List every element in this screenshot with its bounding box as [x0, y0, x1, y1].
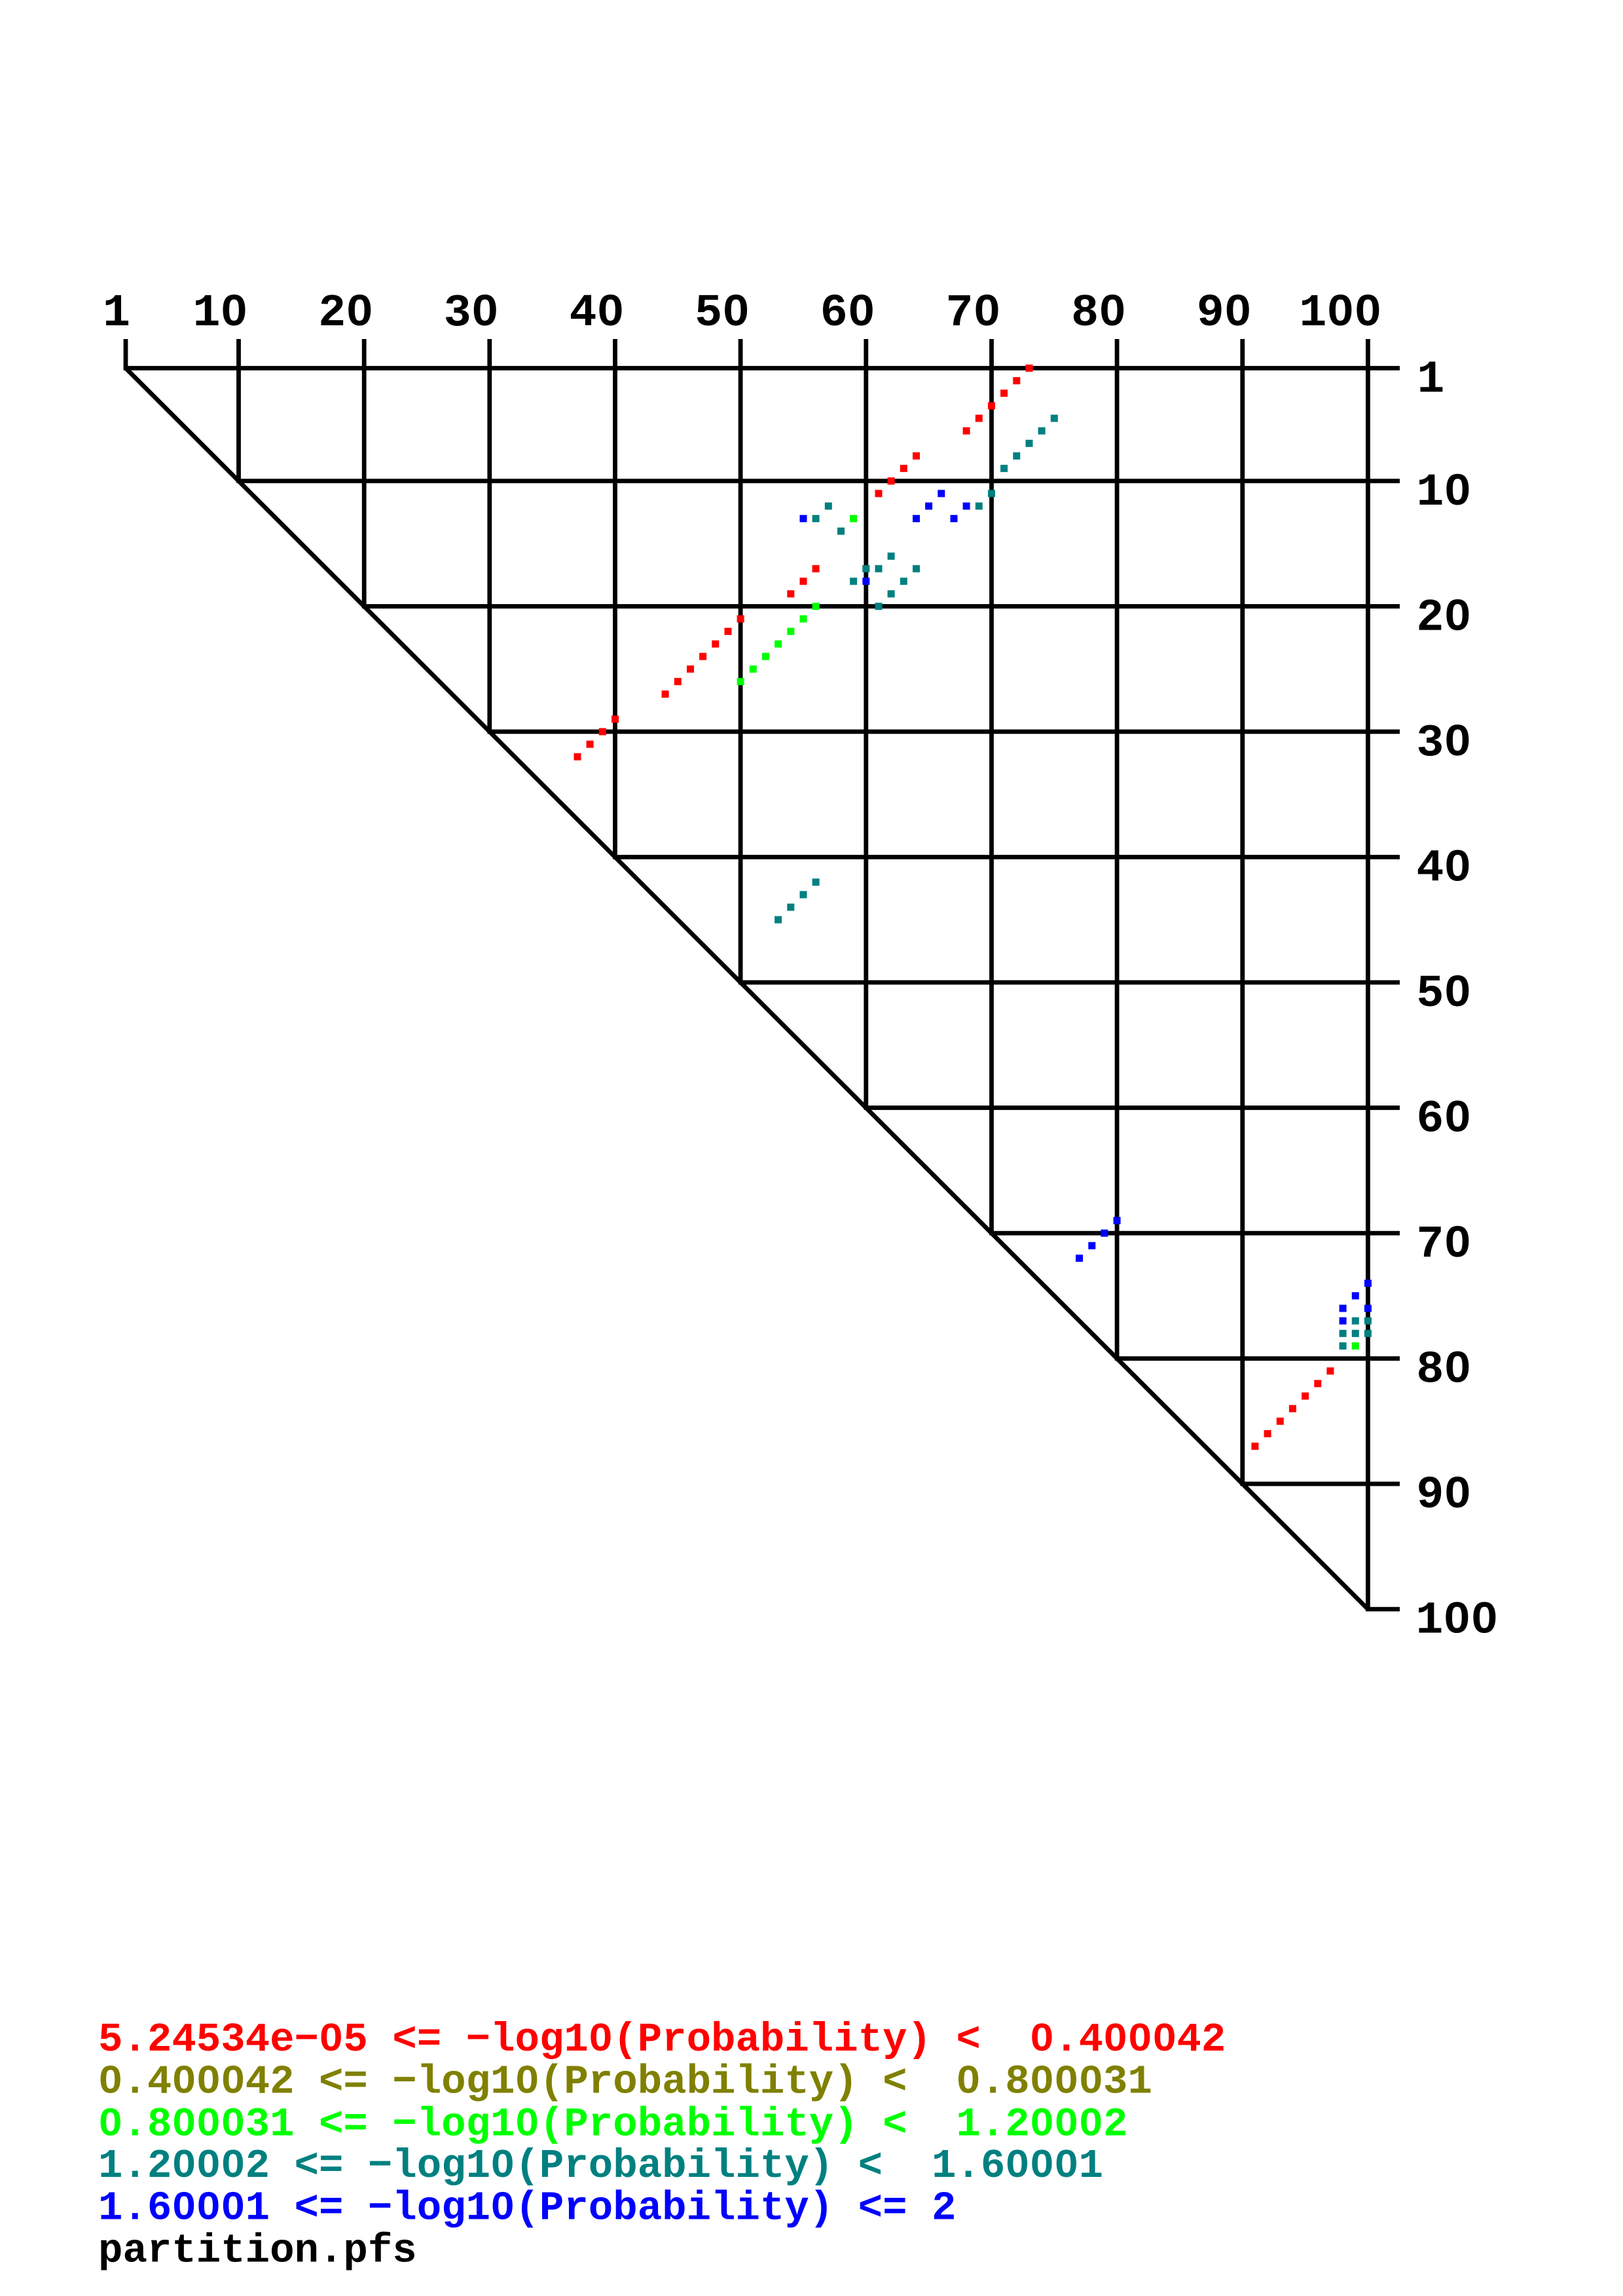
svg-text:10: 10: [192, 288, 247, 340]
svg-text:50: 50: [695, 288, 750, 340]
svg-text:60: 60: [820, 288, 875, 340]
svg-text:1.60001 <= −log10(Probability): 1.60001 <= −log10(Probability) <= 2: [98, 2185, 956, 2232]
svg-text:80: 80: [1071, 288, 1126, 340]
svg-text:40: 40: [1416, 844, 1471, 895]
svg-text:40: 40: [569, 288, 624, 340]
svg-text:50: 50: [1416, 969, 1471, 1020]
svg-text:1.20002 <= −log10(Probability): 1.20002 <= −log10(Probability) < 1.60001: [98, 2143, 1103, 2189]
svg-text:1: 1: [103, 288, 130, 340]
svg-text:70: 70: [1416, 1219, 1471, 1271]
svg-text:1: 1: [1417, 355, 1444, 406]
svg-text:5.24534e−05 <= −log10(Probabil: 5.24534e−05 <= −log10(Probability) < 0.4…: [98, 2017, 1226, 2063]
svg-text:30: 30: [1416, 718, 1471, 770]
svg-text:20: 20: [318, 288, 373, 340]
svg-text:100: 100: [1299, 288, 1381, 340]
svg-text:30: 30: [444, 288, 499, 340]
svg-text:partition.pfs: partition.pfs: [98, 2227, 417, 2274]
svg-text:70: 70: [945, 288, 1000, 340]
svg-text:20: 20: [1416, 592, 1471, 644]
svg-text:0.400042 <= −log10(Probability: 0.400042 <= −log10(Probability) < 0.8000…: [98, 2059, 1152, 2106]
svg-text:90: 90: [1416, 1470, 1471, 1522]
svg-text:0.800031 <= −log10(Probability: 0.800031 <= −log10(Probability) < 1.2000…: [98, 2101, 1128, 2147]
svg-text:60: 60: [1416, 1094, 1471, 1146]
svg-text:80: 80: [1416, 1345, 1471, 1397]
svg-text:90: 90: [1197, 288, 1252, 340]
svg-text:10: 10: [1416, 467, 1471, 519]
svg-text:100: 100: [1415, 1596, 1498, 1647]
